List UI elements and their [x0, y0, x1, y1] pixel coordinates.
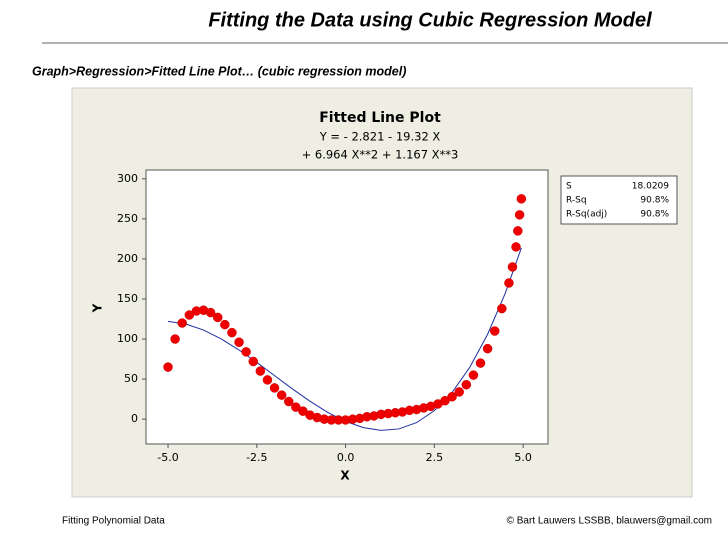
data-point	[184, 310, 195, 320]
y-tick-label: 50	[124, 372, 138, 385]
x-tick-label: 0.0	[337, 451, 355, 464]
data-point	[482, 343, 493, 354]
data-point	[212, 312, 223, 323]
y-tick-label: 150	[117, 292, 138, 305]
x-tick-label: -5.0	[157, 451, 178, 464]
equation-line: Y = - 2.821 - 19.32 X	[319, 130, 441, 144]
footer-left: Fitting Polynomial Data	[62, 516, 165, 527]
y-tick-label: 0	[131, 412, 138, 425]
stats-label: R-Sq	[566, 196, 587, 206]
data-point	[227, 327, 237, 338]
data-point	[248, 356, 258, 367]
data-point	[234, 337, 244, 348]
data-point	[497, 303, 507, 314]
data-point	[298, 406, 308, 416]
x-axis-label: X	[340, 469, 350, 483]
x-tick-label: -2.5	[246, 451, 267, 464]
data-point	[262, 375, 273, 385]
data-point	[489, 326, 500, 336]
data-point	[511, 242, 521, 252]
stats-label: R-Sq(adj)	[566, 210, 607, 220]
data-point	[475, 358, 486, 368]
data-point	[291, 402, 301, 412]
stats-box	[560, 175, 678, 225]
data-point	[468, 370, 479, 380]
data-point	[454, 387, 464, 397]
stats-label: S	[566, 182, 572, 192]
data-point	[241, 347, 251, 357]
data-point	[507, 262, 518, 272]
stats-value: 90.8%	[640, 196, 669, 206]
data-point	[461, 379, 472, 390]
data-point	[440, 395, 450, 406]
data-point	[170, 334, 180, 344]
data-point	[177, 318, 187, 328]
data-point	[269, 383, 280, 393]
data-point	[504, 278, 514, 288]
data-point	[513, 226, 523, 236]
plot-area	[145, 169, 549, 445]
data-point	[205, 307, 216, 318]
footer-right: © Bart Lauwers LSSBB, blauwers@gmail.com	[507, 516, 712, 527]
stats-value: 90.8%	[640, 210, 669, 220]
data-point	[516, 194, 527, 204]
data-point	[163, 362, 173, 372]
data-point	[284, 396, 294, 407]
y-axis-label: Y	[91, 303, 105, 313]
data-point	[276, 390, 287, 400]
data-point	[447, 391, 457, 402]
y-tick-label: 100	[117, 332, 138, 345]
y-tick-label: 300	[117, 172, 138, 185]
data-point	[255, 366, 266, 376]
x-tick-label: 2.5	[426, 451, 444, 464]
chart-title: Fitted Line Plot	[319, 110, 441, 126]
y-tick-label: 250	[117, 212, 138, 225]
stats-value: 18.0209	[632, 182, 669, 192]
y-tick-label: 200	[117, 252, 138, 265]
slide-subtitle: Graph>Regression>Fitted Line Plot… (cubi…	[32, 64, 406, 78]
equation-line: + 6.964 X**2 + 1.167 X**3	[302, 148, 459, 162]
data-point	[514, 210, 525, 220]
x-tick-label: 5.0	[514, 451, 532, 464]
data-point	[220, 319, 230, 330]
slide-title: Fitting the Data using Cubic Regression …	[208, 9, 652, 31]
